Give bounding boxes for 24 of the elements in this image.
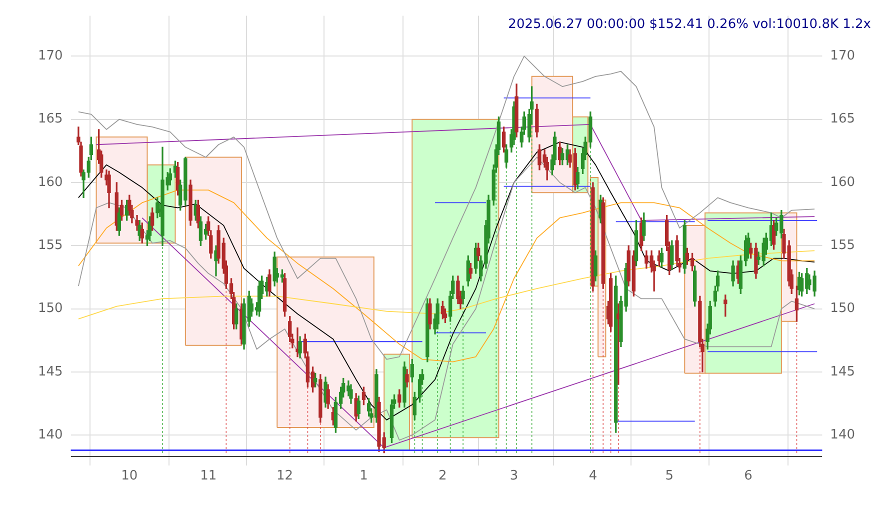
chart-title: 2025.06.27 00:00:00 $152.41 0.26% vol:10010.8K 1.2x — [508, 17, 871, 32]
y2-tick-label: 145 — [830, 364, 856, 380]
x-tick-label: 4 — [588, 468, 598, 484]
y-tick-label: 150 — [38, 301, 63, 316]
y-tick-label: 165 — [38, 112, 63, 127]
y2-tick-label: 165 — [830, 112, 856, 127]
x-tick-label: 10 — [121, 468, 138, 484]
y2-tick-label: 150 — [830, 301, 856, 316]
x-tick-label: 3 — [510, 468, 518, 484]
y-tick-label: 145 — [38, 364, 63, 380]
x-tick-label: 5 — [665, 468, 674, 484]
x-tick-label: 2 — [438, 468, 447, 484]
y-tick-label: 140 — [38, 427, 63, 442]
y-tick-label: 160 — [38, 174, 63, 190]
y-tick-label: 170 — [38, 48, 63, 64]
y2-tick-label: 140 — [830, 427, 856, 442]
y2-tick-label: 170 — [830, 48, 856, 64]
x-tick-label: 11 — [200, 468, 217, 484]
x-tick-label: 12 — [276, 468, 294, 484]
y-tick-label: 155 — [38, 238, 63, 254]
y2-tick-label: 155 — [830, 238, 856, 254]
x-tick-label: 6 — [744, 468, 752, 484]
x-tick-label: 1 — [360, 468, 368, 484]
y2-tick-label: 160 — [830, 174, 856, 190]
